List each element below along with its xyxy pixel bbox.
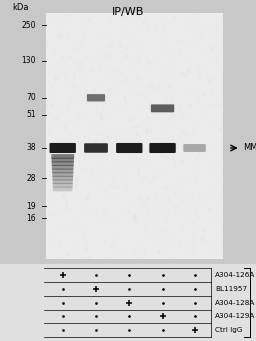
Text: A304-126A: A304-126A <box>215 272 255 278</box>
FancyBboxPatch shape <box>52 176 73 180</box>
FancyBboxPatch shape <box>116 143 142 153</box>
FancyBboxPatch shape <box>52 168 73 173</box>
Text: 16: 16 <box>26 213 36 223</box>
Text: A304-128A: A304-128A <box>215 300 255 306</box>
FancyBboxPatch shape <box>51 154 74 159</box>
Text: 38: 38 <box>26 144 36 152</box>
Text: Ctrl IgG: Ctrl IgG <box>215 327 242 333</box>
Text: 70: 70 <box>26 93 36 102</box>
FancyBboxPatch shape <box>52 161 74 166</box>
FancyBboxPatch shape <box>150 143 176 153</box>
FancyBboxPatch shape <box>151 104 174 112</box>
Text: kDa: kDa <box>12 3 29 12</box>
FancyBboxPatch shape <box>53 187 72 191</box>
Text: IP: IP <box>255 298 256 307</box>
Text: BL11957: BL11957 <box>215 286 247 292</box>
Text: 130: 130 <box>21 56 36 65</box>
Text: 250: 250 <box>21 20 36 30</box>
FancyBboxPatch shape <box>52 172 73 177</box>
Text: IP/WB: IP/WB <box>112 6 144 17</box>
FancyBboxPatch shape <box>50 143 76 153</box>
Text: MMS21: MMS21 <box>243 144 256 152</box>
FancyBboxPatch shape <box>51 158 74 162</box>
FancyBboxPatch shape <box>53 183 73 188</box>
FancyBboxPatch shape <box>84 143 108 153</box>
FancyBboxPatch shape <box>183 144 206 152</box>
Bar <box>46 13 223 259</box>
Text: 51: 51 <box>26 110 36 119</box>
Text: 28: 28 <box>26 174 36 183</box>
FancyBboxPatch shape <box>52 165 73 170</box>
Text: 19: 19 <box>26 202 36 211</box>
Text: A304-129A: A304-129A <box>215 313 255 320</box>
FancyBboxPatch shape <box>87 94 105 102</box>
FancyBboxPatch shape <box>52 179 73 184</box>
